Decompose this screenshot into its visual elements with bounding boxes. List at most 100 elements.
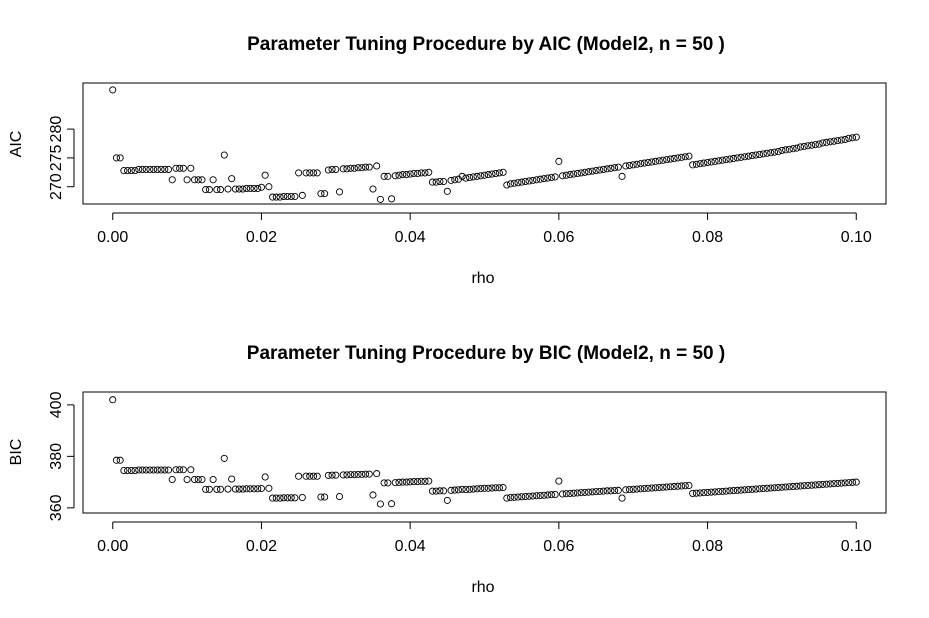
data-point [848,478,857,486]
data-point [629,161,637,169]
data-point [737,486,745,494]
data-point [235,485,243,493]
x-tick-label: 0.06 [543,229,574,246]
data-point [741,486,749,494]
data-point [514,493,522,501]
data-point [179,466,187,474]
data-point [715,157,723,165]
data-point [521,177,529,186]
data-point [603,487,611,495]
data-point [432,178,440,186]
data-point [785,483,793,491]
data-point [402,478,410,486]
data-point [157,466,165,474]
data-point [150,165,158,173]
x-tick-label: 0.00 [97,229,128,246]
data-point [172,164,180,172]
data-point [428,487,437,495]
data-point [321,190,329,198]
data-point [391,172,399,180]
data-point [458,485,466,493]
data-point [722,156,730,164]
data-point [804,481,812,490]
data-point [373,470,381,478]
data-point [596,487,604,495]
data-point [425,168,433,176]
data-point [317,493,325,501]
data-point [265,484,273,492]
data-point [269,494,277,502]
data-point [410,478,418,486]
data-point [577,489,585,497]
data-point [246,485,254,493]
data-point [194,176,202,184]
data-point [216,485,225,493]
data-point [730,487,738,495]
data-point [443,496,451,504]
data-point [659,156,667,164]
data-point [763,484,771,492]
data-point [116,154,124,162]
data-point [581,168,589,176]
y-tick-label: 270 [48,173,65,200]
data-point [741,153,749,161]
data-point [124,167,132,175]
data-point [350,164,358,172]
data-point [395,478,403,486]
data-point [659,483,667,491]
data-point [588,167,596,175]
data-point [142,466,150,474]
data-point [183,176,191,184]
data-point [506,180,515,188]
data-point [406,170,414,178]
data-point [492,169,500,178]
data-point [257,484,265,493]
data-point [495,169,503,177]
data-point [518,493,526,501]
data-point [525,177,533,185]
data-point [837,136,845,144]
data-point [406,478,414,486]
data-point [354,470,362,478]
data-point [157,165,165,173]
data-point [120,167,128,175]
x-tick-label: 0.10 [841,538,872,555]
data-point [272,494,280,502]
bic-panel: Parameter Tuning Procedure by BIC (Model… [8,343,887,596]
data-point [146,466,154,474]
data-point [815,140,823,148]
data-point [440,487,448,495]
data-point [179,164,187,172]
data-point [369,185,377,193]
data-point [700,489,708,497]
y-axis-label: BIC [8,439,25,466]
data-point [800,142,808,150]
data-point [674,154,682,162]
data-point [581,488,589,496]
data-point [261,171,269,179]
data-point [287,494,295,502]
points-layer [109,86,860,203]
data-point [280,494,288,502]
data-point [112,456,121,464]
data-point [291,494,299,502]
data-point [559,172,567,180]
y-tick-label: 275 [48,144,65,171]
data-point [822,480,831,488]
data-point [733,154,741,162]
data-point [153,466,161,474]
data-point [138,466,147,474]
data-point [209,176,217,184]
data-point [462,486,470,494]
data-point [384,172,392,180]
data-point [469,173,477,181]
data-point [677,153,686,161]
data-point [793,482,801,490]
data-point [696,160,704,168]
data-point [566,489,574,497]
data-point [785,145,793,153]
x-tick-label: 0.02 [246,538,277,555]
points-layer [109,396,860,508]
x-tick-label: 0.02 [246,229,277,246]
